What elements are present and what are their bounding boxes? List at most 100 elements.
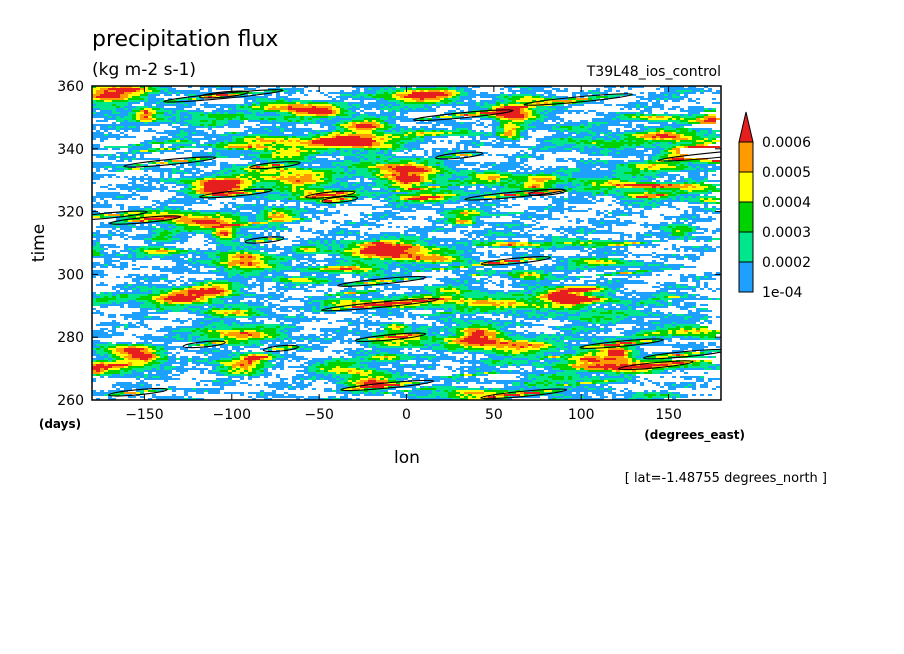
field-cell	[608, 228, 612, 230]
field-cell	[220, 166, 232, 168]
field-cell	[472, 216, 476, 218]
field-cell	[520, 182, 524, 184]
field-cell	[528, 258, 532, 260]
field-cell	[316, 150, 336, 152]
field-cell	[316, 180, 324, 182]
field-cell	[640, 118, 648, 120]
field-cell	[536, 120, 540, 122]
field-cell	[548, 212, 552, 214]
field-cell	[216, 250, 220, 252]
field-cell	[524, 232, 528, 234]
field-cell	[680, 184, 684, 186]
field-cell	[412, 148, 416, 150]
field-cell	[216, 246, 232, 248]
field-cell	[568, 188, 572, 190]
field-cell	[256, 224, 264, 226]
field-cell	[260, 136, 288, 138]
field-cell	[276, 210, 292, 212]
field-cell	[628, 166, 636, 168]
field-cell	[104, 214, 108, 216]
field-cell	[268, 210, 272, 212]
field-cell	[424, 108, 428, 110]
field-cell	[296, 176, 300, 178]
field-cell	[676, 254, 680, 256]
field-cell	[404, 250, 420, 252]
field-cell	[400, 238, 404, 240]
field-cell	[156, 208, 160, 210]
field-cell	[588, 140, 592, 142]
field-cell	[568, 260, 572, 262]
field-cell	[228, 122, 244, 124]
field-cell	[360, 264, 368, 266]
field-cell	[244, 180, 252, 182]
field-cell	[624, 144, 628, 146]
field-cell	[172, 228, 184, 230]
field-cell	[532, 178, 552, 180]
field-cell	[528, 244, 532, 246]
field-cell	[664, 256, 684, 258]
field-cell	[136, 248, 140, 250]
field-cell	[256, 98, 268, 100]
field-cell	[472, 224, 484, 226]
field-cell	[284, 186, 288, 188]
field-cell	[112, 228, 116, 230]
field-cell	[376, 156, 380, 158]
field-cell	[220, 232, 228, 234]
field-cell	[564, 266, 568, 268]
field-cell	[252, 182, 256, 184]
field-cell	[116, 218, 120, 220]
field-cell	[596, 132, 600, 134]
field-cell	[616, 138, 620, 140]
field-cell	[316, 202, 328, 204]
field-cell	[172, 92, 176, 94]
field-cell	[212, 144, 216, 146]
field-cell	[172, 168, 176, 170]
field-cell	[132, 226, 136, 228]
field-cell	[440, 196, 444, 198]
field-cell	[464, 148, 468, 150]
field-cell	[332, 240, 336, 242]
field-cell	[468, 130, 472, 132]
field-cell	[332, 220, 336, 222]
field-cell	[392, 158, 416, 160]
field-cell	[540, 154, 544, 156]
field-cell	[340, 152, 352, 154]
field-cell	[112, 266, 128, 268]
field-cell	[324, 210, 328, 212]
field-cell	[208, 128, 212, 130]
field-cell	[420, 270, 424, 272]
field-cell	[240, 132, 248, 134]
field-cell	[148, 244, 164, 246]
field-cell	[480, 114, 488, 116]
field-cell	[632, 134, 644, 136]
field-cell	[628, 214, 632, 216]
field-cell	[396, 188, 400, 190]
field-cell	[444, 202, 460, 204]
field-cell	[392, 204, 396, 206]
field-cell	[460, 118, 472, 120]
field-cell	[324, 144, 372, 146]
field-cell	[92, 138, 96, 140]
field-cell	[516, 192, 524, 194]
field-cell	[104, 118, 116, 120]
field-cell	[316, 218, 320, 220]
field-cell	[448, 184, 452, 186]
field-cell	[472, 86, 480, 88]
field-cell	[528, 268, 556, 270]
field-cell	[284, 148, 288, 150]
field-cell	[384, 198, 388, 200]
field-cell	[440, 134, 480, 136]
field-cell	[136, 116, 140, 118]
field-cell	[700, 166, 708, 168]
field-cell	[220, 222, 228, 224]
field-cell	[212, 160, 216, 162]
field-cell	[464, 122, 476, 124]
field-cell	[364, 112, 376, 114]
field-cell	[100, 246, 104, 248]
field-cell	[568, 268, 576, 270]
field-cell	[428, 252, 444, 254]
field-cell	[280, 152, 300, 154]
field-cell	[296, 208, 300, 210]
field-cell	[500, 122, 508, 124]
field-cell	[456, 170, 460, 172]
